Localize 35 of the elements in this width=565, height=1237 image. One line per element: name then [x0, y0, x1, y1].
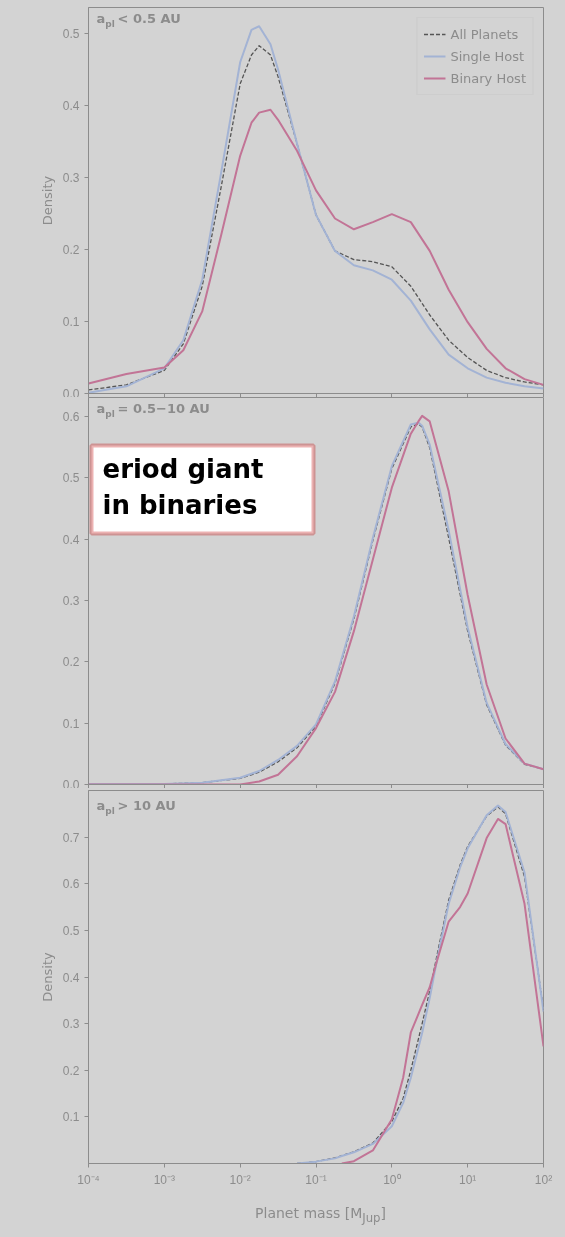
y-tick-label: 0.4: [62, 532, 80, 547]
x-axis-title: Planet mass [M$_{Jup}$]: [255, 1204, 386, 1227]
x-tick-label: 10¹: [458, 1172, 477, 1187]
y-tick-label: 0.3: [62, 170, 80, 185]
y-tick-label: 0.6: [62, 877, 80, 892]
y-tick-label: 0.1: [62, 1110, 80, 1125]
x-tick-label: 10⁻¹: [305, 1172, 327, 1187]
y-tick-label: 0.1: [62, 716, 80, 731]
y-tick-label: 0.6: [62, 410, 80, 425]
legend-label: Single Host: [450, 48, 525, 64]
y-tick-label: 0.7: [62, 830, 80, 845]
annotation: in binaries: [102, 489, 258, 520]
y-tick-label: 0.4: [62, 970, 80, 985]
y-tick-label: 0.5: [62, 923, 80, 938]
legend-label: Binary Host: [450, 70, 526, 86]
y-tick-label: 0.0: [62, 777, 80, 792]
annotation: eriod giant: [102, 453, 264, 484]
x-tick-label: 10²: [534, 1172, 553, 1187]
y-tick-label: 0.5: [62, 471, 80, 486]
y-tick-label: 0.3: [62, 594, 80, 609]
x-tick-label: 10⁻⁴: [77, 1172, 100, 1187]
y-tick-label: 0.0: [62, 386, 80, 401]
y-tick-label: 0.5: [62, 26, 80, 41]
y-tick-label: 0.2: [62, 1063, 80, 1078]
y-tick-label: 0.2: [62, 655, 80, 670]
x-tick-label: 10⁻²: [229, 1172, 251, 1187]
legend-label: All Planets: [450, 26, 519, 42]
y-tick-label: 0.2: [62, 242, 80, 257]
y-axis-title: Density: [39, 951, 55, 1002]
y-axis-title: Density: [39, 175, 55, 226]
y-tick-label: 0.4: [62, 98, 80, 113]
x-tick-label: 10⁻³: [153, 1172, 176, 1187]
x-tick-label: 10⁰: [383, 1172, 401, 1187]
y-tick-label: 0.1: [62, 314, 80, 329]
y-tick-label: 0.3: [62, 1017, 80, 1032]
